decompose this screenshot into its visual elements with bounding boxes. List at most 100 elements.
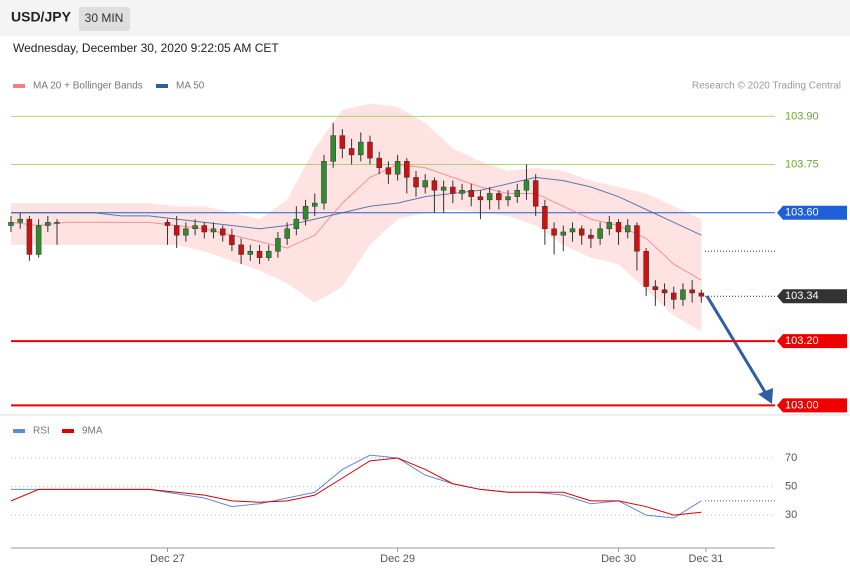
level-tag <box>777 334 847 349</box>
candle-body <box>698 292 705 297</box>
legend-label: MA 50 <box>176 81 205 92</box>
level-label: 103.00 <box>785 399 819 411</box>
candle-body <box>661 289 668 294</box>
candle-body <box>624 225 631 233</box>
candle-body <box>486 193 493 201</box>
candle-body <box>8 222 14 226</box>
candle-body <box>201 225 208 233</box>
candle-body <box>265 250 272 258</box>
y-tick-label: 70 <box>785 452 797 464</box>
candle-body <box>689 289 695 294</box>
candle-body <box>431 180 438 191</box>
candle-body <box>532 180 539 207</box>
y-tick-label: 50 <box>785 480 797 492</box>
credit: Research © 2020 Trading Central <box>692 81 841 92</box>
symbol: USD/JPY <box>11 9 72 25</box>
legend-label: 9MA <box>82 426 103 437</box>
candle-body <box>440 186 447 191</box>
candle-body <box>468 189 474 197</box>
candle-body <box>54 222 60 224</box>
candle-body <box>459 189 465 194</box>
level-tag <box>777 205 847 220</box>
x-tick-label: Dec 27 <box>150 553 185 565</box>
candle-body <box>17 218 23 223</box>
candle-body <box>247 250 254 255</box>
candle-body <box>477 196 484 201</box>
level-label: 103.60 <box>785 207 819 219</box>
timeframe-box <box>79 7 130 31</box>
candle-body <box>634 225 640 252</box>
legend-swatch <box>13 84 25 88</box>
candle-body <box>275 238 281 252</box>
x-tick-label: Dec 31 <box>689 553 724 565</box>
legend-swatch <box>13 429 25 433</box>
candle-body <box>569 228 576 233</box>
candle-body <box>404 161 410 178</box>
candle-body <box>450 186 456 194</box>
candle-body <box>680 289 686 300</box>
candle-body <box>229 234 235 246</box>
candle-body <box>560 231 567 236</box>
candle-body <box>606 222 613 230</box>
candle-body <box>256 250 263 258</box>
candle-body <box>284 228 290 239</box>
level-label: 103.34 <box>785 290 819 302</box>
legend-label: MA 20 + Bollinger Bands <box>33 81 143 92</box>
x-tick-label: Dec 29 <box>380 553 415 565</box>
ma50-line <box>11 176 702 236</box>
candle-body <box>358 141 364 156</box>
y-tick-label: 30 <box>785 509 797 521</box>
candle-body <box>578 228 585 236</box>
candle-body <box>551 228 557 236</box>
ma20-line <box>10 164 702 281</box>
candle-body <box>588 234 594 239</box>
candle-body <box>385 167 392 175</box>
candle-body <box>523 180 530 191</box>
candle-body <box>35 225 42 255</box>
candle-body <box>219 228 226 236</box>
candle-body <box>183 228 189 236</box>
series-line <box>11 454 702 519</box>
bollinger-band <box>11 103 702 332</box>
candle-body <box>615 222 622 233</box>
forecast-arrow <box>705 295 770 398</box>
level-label: 103.75 <box>785 158 819 170</box>
candle-body <box>302 206 309 220</box>
candle-body <box>496 193 502 201</box>
candle-body <box>321 161 327 204</box>
candle-body <box>293 218 300 230</box>
candle-body <box>367 141 373 159</box>
candle-body <box>422 180 428 188</box>
candle-body <box>652 286 659 291</box>
candle-body <box>413 177 419 188</box>
series-line <box>10 457 702 516</box>
candle-body <box>330 135 336 162</box>
candle-body <box>210 228 217 233</box>
candle-body <box>26 218 33 255</box>
header-bar <box>0 0 850 36</box>
candle-body <box>597 228 603 239</box>
candle-body <box>394 161 401 175</box>
legend-swatch <box>62 429 74 433</box>
candle-body <box>45 222 51 226</box>
legend-swatch <box>156 84 168 88</box>
candle-body <box>238 244 244 255</box>
level-tag <box>777 398 847 413</box>
candle-body <box>505 196 511 201</box>
candle-body <box>643 250 649 287</box>
level-label: 103.20 <box>785 335 819 347</box>
forecast-arrowhead <box>758 388 773 404</box>
legend-label: RSI <box>33 426 50 437</box>
candle-body <box>339 135 346 149</box>
candle-body <box>542 206 548 230</box>
candle-body <box>173 225 180 236</box>
candle-body <box>192 225 198 230</box>
level-label: 103.90 <box>785 110 819 122</box>
date: Wednesday, December 30, 2020 9:22:05 AM … <box>13 41 279 55</box>
x-tick-label: Dec 30 <box>601 553 636 565</box>
candle-body <box>376 157 382 169</box>
candle-body <box>348 148 355 156</box>
candle-body <box>164 222 171 226</box>
candle-body <box>670 292 677 300</box>
